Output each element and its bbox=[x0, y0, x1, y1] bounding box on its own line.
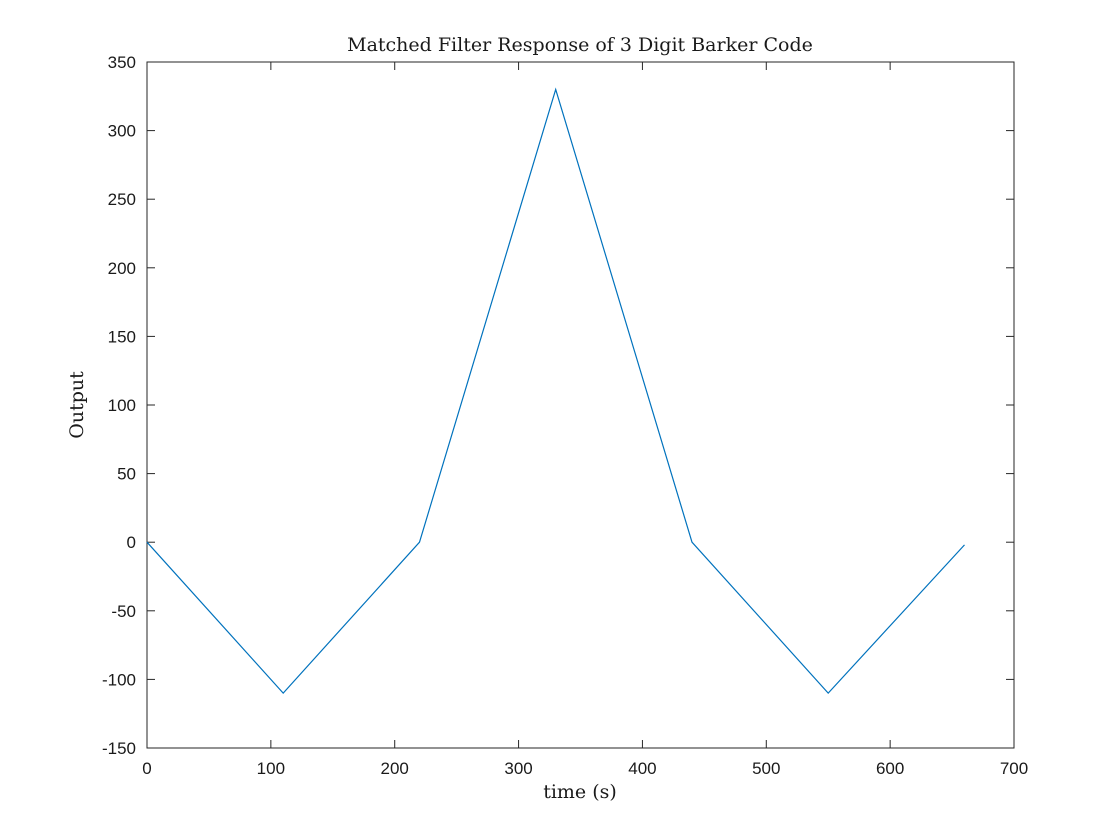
y-tick-label: -150 bbox=[102, 739, 136, 758]
x-tick-label: 0 bbox=[142, 759, 151, 778]
x-tick-label: 300 bbox=[504, 759, 532, 778]
x-tick-label: 600 bbox=[876, 759, 904, 778]
y-tick-label: 0 bbox=[127, 533, 136, 552]
y-tick-label: 250 bbox=[108, 190, 136, 209]
y-tick-label: 100 bbox=[108, 396, 136, 415]
x-tick-label: 400 bbox=[628, 759, 656, 778]
x-axis-label: time (s) bbox=[543, 781, 617, 803]
y-tick-label: 200 bbox=[108, 259, 136, 278]
plot-area bbox=[146, 61, 1015, 749]
y-tick-label: 300 bbox=[108, 122, 136, 141]
chart-title: Matched Filter Response of 3 Digit Barke… bbox=[347, 34, 813, 56]
y-tick-label: -100 bbox=[102, 670, 136, 689]
x-tick-label: 700 bbox=[1000, 759, 1028, 778]
y-tick-label: 150 bbox=[108, 327, 136, 346]
x-tick-label: 200 bbox=[381, 759, 409, 778]
y-tick-labels: 350 300 250 200 150 100 50 0 -50 -100 -150 bbox=[102, 53, 136, 758]
series-line bbox=[146, 87, 965, 694]
y-axis-label: Output bbox=[66, 371, 88, 439]
series-layer bbox=[146, 87, 965, 694]
y-tick-label: 50 bbox=[117, 465, 136, 484]
x-tick-label: 500 bbox=[752, 759, 780, 778]
x-tick-labels: 0 100 200 300 400 500 600 700 bbox=[142, 759, 1028, 778]
x-tick-label: 100 bbox=[257, 759, 285, 778]
y-tick-label: -50 bbox=[111, 602, 136, 621]
y-tick-label: 350 bbox=[108, 53, 136, 72]
ticks bbox=[146, 61, 1015, 749]
